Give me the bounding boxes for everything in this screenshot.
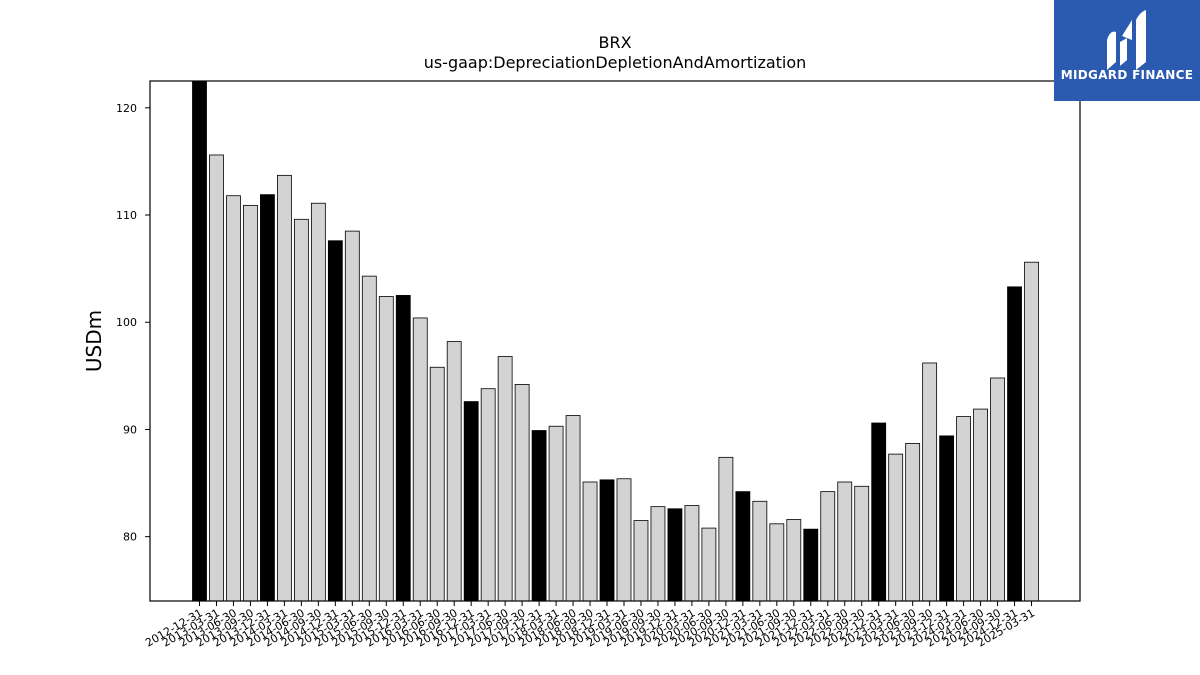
y-tick-label: 80 bbox=[123, 531, 137, 544]
chart-title: BRX bbox=[598, 33, 631, 52]
bar bbox=[956, 416, 971, 602]
bar bbox=[361, 275, 377, 602]
y-axis-label: USDm bbox=[82, 310, 106, 372]
y-tick-label: 110 bbox=[116, 209, 137, 222]
bar bbox=[243, 204, 258, 602]
bar bbox=[497, 356, 513, 602]
bar bbox=[310, 202, 326, 602]
bar bbox=[735, 491, 751, 602]
bar bbox=[463, 401, 479, 602]
y-tick-label: 90 bbox=[123, 423, 137, 436]
bar bbox=[1024, 261, 1039, 602]
bar-series bbox=[192, 80, 1039, 602]
bar bbox=[327, 240, 343, 602]
bar bbox=[582, 481, 598, 602]
bar bbox=[990, 377, 1005, 602]
y-tick-label: 100 bbox=[116, 316, 137, 329]
bar bbox=[905, 442, 921, 602]
bar bbox=[888, 453, 904, 602]
bar bbox=[599, 479, 615, 602]
bar bbox=[973, 408, 988, 602]
bar bbox=[429, 366, 445, 602]
bar bbox=[854, 485, 870, 602]
bar bbox=[293, 218, 309, 602]
bar bbox=[803, 528, 819, 602]
bar bbox=[192, 80, 207, 602]
x-axis-ticks: 2012-12-312013-03-312013-06-302013-09-30… bbox=[143, 601, 1037, 650]
bar bbox=[786, 519, 802, 602]
bar bbox=[871, 422, 887, 602]
bar bbox=[344, 230, 360, 602]
bar bbox=[260, 194, 275, 602]
bar bbox=[395, 295, 411, 602]
bar bbox=[226, 195, 241, 602]
bar bbox=[616, 478, 632, 602]
bar bbox=[684, 505, 700, 602]
midgard-logo-icon bbox=[1107, 10, 1146, 70]
y-axis-ticks: 80 90 100 110 120 bbox=[116, 102, 150, 544]
bar bbox=[922, 362, 938, 602]
plot-frame bbox=[149, 80, 1081, 602]
bar bbox=[565, 415, 581, 602]
bar bbox=[837, 481, 853, 602]
bar bbox=[701, 527, 717, 602]
bar bbox=[378, 296, 394, 602]
bar bbox=[531, 430, 547, 602]
bar bbox=[667, 508, 683, 602]
bar bbox=[939, 435, 955, 602]
bar bbox=[412, 317, 428, 602]
bar bbox=[548, 425, 564, 602]
chart-subtitle: us-gaap:DepreciationDepletionAndAmortiza… bbox=[424, 53, 807, 72]
bar bbox=[820, 491, 836, 602]
brand-name: MIDGARD FINANCE bbox=[1060, 68, 1194, 82]
brand-logo: MIDGARD FINANCE bbox=[1054, 0, 1200, 101]
bar bbox=[276, 174, 292, 602]
bar bbox=[718, 456, 734, 602]
bar bbox=[1007, 286, 1022, 602]
bar bbox=[650, 506, 666, 602]
bar bbox=[514, 384, 530, 602]
bar bbox=[446, 341, 462, 602]
y-tick-label: 120 bbox=[116, 102, 137, 115]
bar bbox=[480, 388, 496, 602]
bar bbox=[633, 520, 649, 602]
bar bbox=[752, 500, 768, 602]
bar bbox=[769, 523, 785, 602]
bar bbox=[209, 154, 224, 602]
